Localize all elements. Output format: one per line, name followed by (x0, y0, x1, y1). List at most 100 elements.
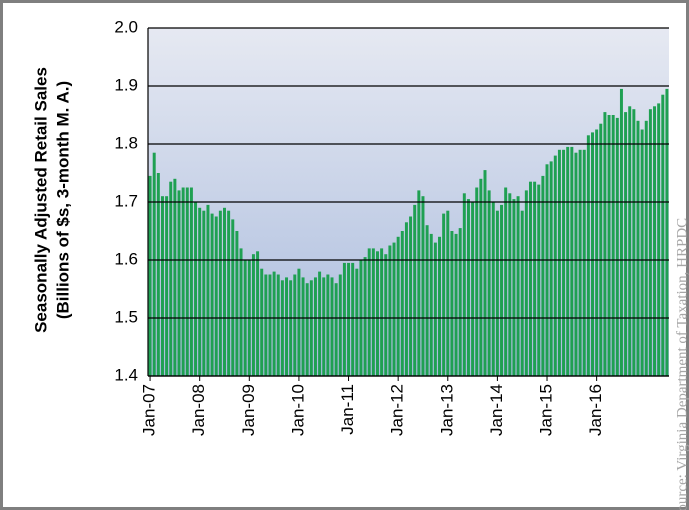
bar (603, 112, 607, 376)
bar (318, 271, 322, 376)
bar (661, 94, 665, 376)
bar (665, 88, 669, 377)
bar (148, 175, 152, 376)
x-tick-label: Jan-12 (388, 384, 407, 436)
bar (599, 123, 603, 376)
bar (491, 202, 495, 376)
y-axis-title: Seasonally Adjusted Retail Sales (31, 67, 50, 333)
bar (619, 88, 623, 377)
bar (624, 112, 628, 376)
bar (280, 280, 284, 376)
bar (516, 196, 520, 376)
bar (210, 213, 214, 376)
bar (384, 254, 388, 376)
bar (466, 199, 470, 376)
bar (582, 149, 586, 376)
bar (322, 277, 326, 376)
bar (223, 207, 226, 376)
bar (471, 202, 475, 376)
bar (156, 173, 160, 376)
x-tick-label: Jan-09 (239, 384, 258, 436)
bar (185, 187, 189, 376)
bar (388, 245, 392, 376)
bar (189, 187, 193, 376)
bar (537, 184, 541, 376)
bar (380, 248, 384, 376)
bar (528, 181, 532, 376)
bar (256, 251, 260, 376)
y-tick-label: 2.0 (114, 17, 138, 36)
bar (458, 228, 462, 376)
x-tick-label: Jan-07 (140, 384, 159, 436)
bar (251, 254, 255, 376)
bar (454, 233, 458, 376)
bar (235, 231, 239, 376)
bar (421, 196, 425, 376)
bar (227, 210, 231, 376)
bar (206, 204, 210, 376)
x-tick-label: Jan-08 (189, 384, 208, 436)
bar (500, 204, 504, 376)
bar (396, 236, 400, 376)
bar (504, 187, 508, 376)
bar (607, 115, 611, 376)
bar (495, 210, 499, 376)
bar (541, 175, 545, 376)
bar (404, 222, 408, 376)
bar (483, 170, 487, 376)
bar (578, 149, 582, 376)
bar (479, 178, 483, 376)
bar (557, 149, 561, 376)
bar (438, 236, 442, 376)
bar (301, 277, 305, 376)
y-tick-label: 1.9 (114, 75, 138, 94)
x-tick-label: Jan-10 (288, 384, 307, 436)
bar (309, 280, 313, 376)
bar (628, 106, 632, 377)
bar (429, 233, 433, 376)
bar (375, 251, 379, 376)
bar (330, 277, 334, 376)
x-tick-label: Jan-11 (338, 384, 357, 435)
bar (570, 146, 574, 376)
bar (260, 268, 264, 376)
bar (392, 242, 396, 376)
bar (165, 196, 169, 376)
bar (305, 283, 309, 376)
bar (400, 231, 404, 376)
bar (442, 213, 446, 376)
bar (326, 274, 330, 376)
x-tick-label: Jan-16 (586, 384, 605, 436)
bar (648, 109, 652, 376)
bar (177, 190, 181, 376)
bar (218, 210, 222, 376)
x-tick-label: Jan-15 (537, 384, 556, 436)
bar (334, 283, 338, 376)
bar (363, 257, 367, 376)
bar (272, 271, 276, 376)
bar (553, 155, 557, 376)
bar (297, 268, 301, 376)
bar (198, 207, 202, 376)
bar (289, 280, 293, 376)
bar (632, 109, 636, 376)
bar (611, 115, 615, 376)
bar (549, 161, 553, 376)
bar (533, 181, 537, 376)
bar (173, 178, 177, 376)
bar (347, 262, 351, 376)
y-tick-label: 1.8 (114, 133, 138, 152)
bar (276, 274, 280, 376)
bar (640, 129, 644, 376)
bar (231, 219, 235, 376)
bar (264, 274, 268, 376)
bar (181, 187, 185, 376)
y-tick-label: 1.6 (114, 249, 138, 268)
bar (351, 262, 355, 376)
y-tick-label: 1.4 (114, 365, 138, 384)
bar (268, 274, 272, 376)
x-tick-label: Jan-13 (437, 384, 456, 436)
bar (566, 146, 570, 376)
y-tick-label: 1.7 (114, 191, 138, 210)
bar (586, 135, 590, 376)
